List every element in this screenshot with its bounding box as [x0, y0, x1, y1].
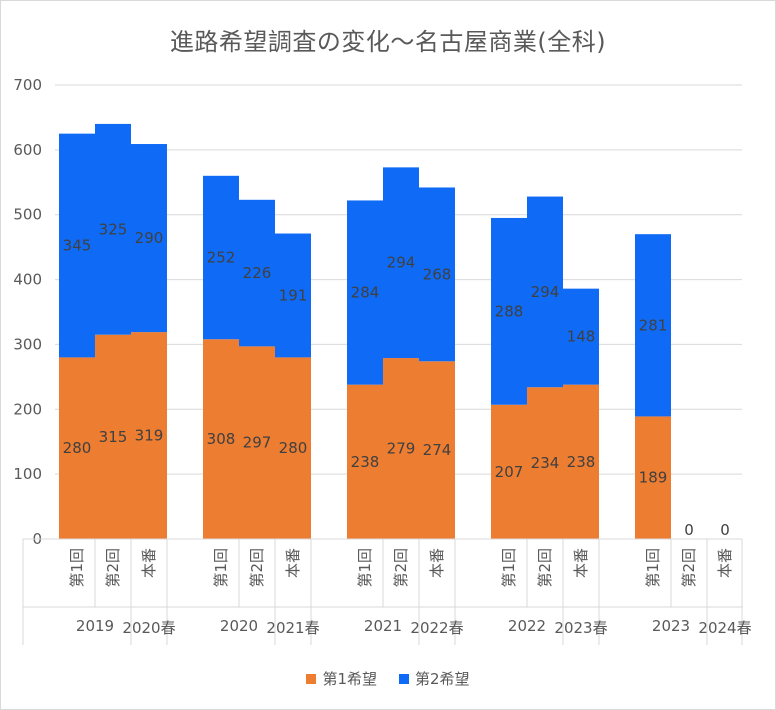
x-category-label: 第2回	[680, 548, 698, 588]
data-label-first-choice: 319	[135, 427, 164, 445]
data-label-second-choice: 284	[351, 284, 380, 302]
bar-first-choice	[491, 404, 527, 539]
bar-second-choice	[419, 187, 455, 362]
legend-item-second-choice: 第2希望	[399, 668, 470, 689]
data-label-first-choice: 238	[351, 453, 380, 471]
x-category-label: 第2回	[248, 548, 266, 588]
data-label-second-choice: 345	[63, 237, 92, 255]
data-label-first-choice: 279	[387, 440, 416, 458]
bar-first-choice	[275, 357, 311, 539]
bar-first-choice	[347, 384, 383, 539]
bar-second-choice	[635, 234, 671, 417]
x-category-label: 第1回	[212, 548, 230, 588]
legend: 第1希望 第2希望	[0, 668, 776, 689]
x-category-label: 本番	[716, 548, 734, 578]
data-label-second-choice: 294	[387, 254, 416, 272]
data-label-first-choice: 207	[495, 463, 524, 481]
bar-second-choice	[491, 217, 527, 405]
data-label-first-choice: 234	[531, 454, 560, 472]
data-label-first-choice: 0	[720, 521, 730, 539]
x-group-year-label: 2022	[508, 617, 546, 635]
bar-first-choice	[563, 384, 599, 539]
y-tick-label: 600	[13, 141, 42, 159]
bar-first-choice	[527, 387, 563, 539]
x-category-label: 第2回	[104, 548, 122, 588]
x-group-year-label: 2023	[652, 617, 690, 635]
bar-second-choice	[239, 199, 275, 347]
bar-first-choice	[419, 361, 455, 539]
bar-second-choice	[131, 144, 167, 333]
bars	[59, 123, 671, 539]
x-group-year-label: 2020	[220, 617, 258, 635]
data-label-second-choice: 325	[99, 220, 128, 238]
x-category-label: 第1回	[356, 548, 374, 588]
data-label-first-choice: 238	[567, 453, 596, 471]
bar-first-choice	[131, 332, 167, 539]
x-axis: 第1回 第2回 本番 第1回 第2回 本番 第1回 第2回 本番 第1回 第2回 本番 第1回 第2回 本番…	[22, 538, 752, 645]
x-category-label: 本番	[428, 548, 446, 578]
legend-swatch-first-choice	[306, 673, 317, 684]
data-label-first-choice: 189	[639, 469, 668, 487]
bar-second-choice	[383, 167, 419, 359]
data-label-second-choice: 268	[423, 265, 452, 283]
bar-first-choice	[383, 358, 419, 539]
data-label-first-choice: 280	[279, 439, 308, 457]
data-label-first-choice: 308	[207, 430, 236, 448]
x-group-year-label: 2021	[364, 617, 402, 635]
bar-first-choice	[59, 357, 95, 539]
data-label-second-choice: 288	[495, 302, 524, 320]
bar-second-choice	[275, 233, 311, 358]
data-label-second-choice: 148	[567, 328, 596, 346]
y-tick-label: 400	[13, 271, 42, 289]
bar-second-choice	[527, 196, 563, 388]
data-labels: 280 345 315 325 319 290 308 252 297 226 280 191 238 2…	[63, 220, 730, 539]
data-label-second-choice: 281	[639, 316, 668, 334]
bar-second-choice	[203, 175, 239, 340]
bar-first-choice	[239, 346, 275, 539]
bar-second-choice	[347, 200, 383, 385]
y-tick-label: 100	[13, 465, 42, 483]
data-label-first-choice: 315	[99, 428, 128, 446]
x-group-spring-label: 2022春	[410, 619, 463, 637]
x-group-spring-label: 2020春	[122, 619, 175, 637]
data-label-second-choice: 294	[531, 283, 560, 301]
bar-first-choice	[203, 339, 239, 539]
chart-title: 進路希望調査の変化～名古屋商業(全科)	[169, 28, 607, 56]
x-category-label: 本番	[284, 548, 302, 578]
x-category-label: 本番	[572, 548, 590, 578]
bar-second-choice	[59, 133, 95, 358]
data-label-first-choice: 0	[684, 521, 694, 539]
x-category-label: 第1回	[68, 548, 86, 588]
bar-first-choice	[95, 334, 131, 539]
x-category-label: 第2回	[392, 548, 410, 588]
x-group-spring-label: 2023春	[554, 619, 607, 637]
bar-first-choice	[635, 416, 671, 539]
x-category-label: 第2回	[536, 548, 554, 588]
data-label-first-choice: 274	[423, 441, 452, 459]
y-tick-label: 500	[13, 206, 42, 224]
data-label-first-choice: 280	[63, 439, 92, 457]
y-tick-label: 700	[13, 76, 42, 94]
data-label-second-choice: 290	[135, 229, 164, 247]
legend-item-first-choice: 第1希望	[306, 668, 377, 689]
bar-second-choice	[563, 288, 599, 385]
x-group-spring-label: 2024春	[698, 619, 751, 637]
data-label-second-choice: 191	[279, 286, 308, 304]
x-category-label: 本番	[140, 548, 158, 578]
data-label-second-choice: 226	[243, 264, 272, 282]
legend-label-second-choice: 第2希望	[415, 670, 470, 688]
y-tick-label: 300	[13, 335, 42, 353]
x-category-label: 第1回	[500, 548, 518, 588]
x-category-label: 第1回	[644, 548, 662, 588]
legend-swatch-second-choice	[399, 673, 409, 684]
data-label-first-choice: 297	[243, 434, 272, 452]
x-group-year-label: 2019	[76, 617, 114, 635]
x-group-spring-label: 2021春	[266, 619, 319, 637]
bar-second-choice	[95, 123, 131, 335]
legend-label-first-choice: 第1希望	[322, 670, 377, 688]
y-tick-label: 200	[13, 400, 42, 418]
data-label-second-choice: 252	[207, 249, 236, 267]
